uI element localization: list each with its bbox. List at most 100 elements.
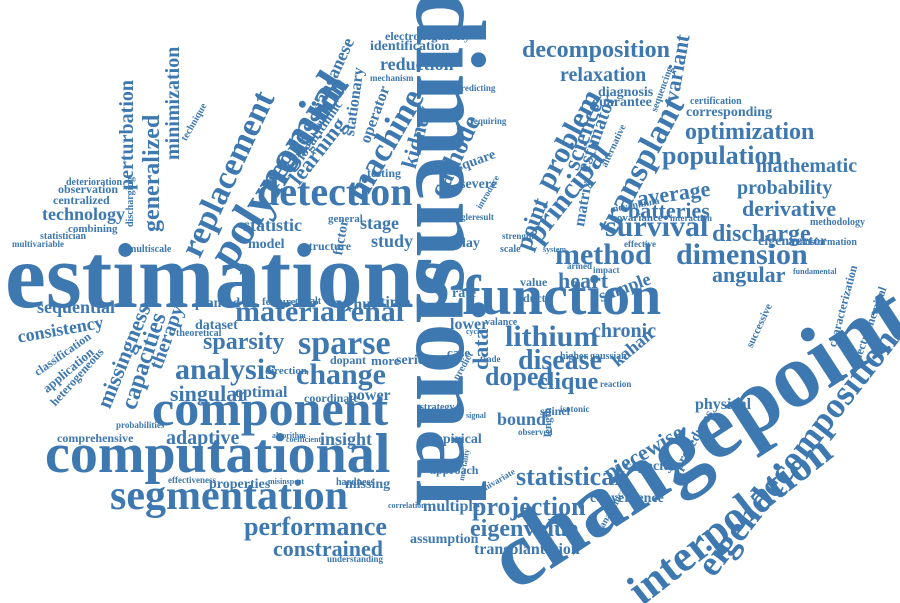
word-misinspect: misinspect <box>268 477 304 486</box>
word-segmentation: segmentation <box>110 473 348 519</box>
word-angular: angular <box>712 262 786 287</box>
word-material: material <box>235 295 344 328</box>
word-severe: severe <box>460 177 498 192</box>
word-doped: doped <box>485 362 553 391</box>
word-adaptive: adaptive <box>166 427 240 449</box>
word-sparse: sparse <box>298 325 391 362</box>
word-component: component <box>152 380 389 436</box>
word-direction: direction <box>265 365 307 377</box>
word-cobalt: cobalt <box>295 296 322 307</box>
word-valance: valance <box>485 317 518 328</box>
word-assumption: assumption <box>410 532 479 547</box>
word-missing: missing <box>345 477 391 492</box>
word-disease: disease <box>518 345 602 376</box>
word-empirical: empirical <box>425 432 482 447</box>
word-single: single <box>450 212 473 222</box>
word-coordinate: coordinate <box>304 391 359 405</box>
word-derivative: derivative <box>742 196 837 221</box>
word-properties: properties <box>209 477 271 492</box>
word-detection: detection <box>257 169 413 214</box>
word-cycle: cycle <box>466 327 483 336</box>
word-strength: strength <box>502 231 534 241</box>
word-requiring: requiring <box>470 116 507 126</box>
word-survival: survival <box>605 210 709 243</box>
word-relaxation: relaxation <box>560 64 647 86</box>
word-general: general <box>328 213 363 225</box>
word-schur: schur <box>340 296 379 313</box>
word-predicting: predicting <box>456 83 496 93</box>
word-statistical: statistical <box>516 462 622 491</box>
word-series: series <box>396 353 430 368</box>
word-singular: singular <box>170 381 248 406</box>
word-case: case <box>447 345 471 360</box>
word-transformation: transformation <box>792 237 857 248</box>
word-more: more <box>371 353 400 368</box>
word-algorithm: algorithm <box>272 431 306 440</box>
word-value: value <box>520 275 548 289</box>
word-guarantee: guarantee <box>592 95 652 110</box>
word-probability: probability <box>737 177 833 199</box>
word-statistic: statistic <box>243 215 302 235</box>
word-approach: approach <box>430 463 479 477</box>
word-dimension: dimension <box>676 238 808 271</box>
word-mathematic: mathematic <box>756 155 858 177</box>
word-reduction: reduction <box>380 54 454 74</box>
word-model: model <box>248 237 285 252</box>
word-generalized: generalized <box>139 114 165 232</box>
word-dataset: dataset <box>195 318 238 333</box>
word-structure: structure <box>304 239 352 253</box>
word-optimal: optimal <box>235 384 288 401</box>
word-technique: technique <box>179 101 210 143</box>
word-population: population <box>662 141 782 170</box>
word-eigenvalue: eigenvalue <box>470 516 578 542</box>
word-interaction: interaction <box>670 213 712 223</box>
word-rate: rate <box>452 286 477 301</box>
word-certification: certification <box>690 96 742 107</box>
word-spinel: spinel <box>540 404 571 418</box>
word-coefficient: coefficient <box>286 435 322 444</box>
word-isotonic: isotonic <box>560 404 590 414</box>
word-statistician: statistician <box>40 231 87 242</box>
word-multiple: multiple <box>423 498 480 515</box>
word-clique: clique <box>537 369 599 395</box>
word-physical: physical <box>695 396 752 413</box>
word-optimization: optimization <box>685 119 815 145</box>
word-correlation: correlation <box>388 501 426 510</box>
word-fundamental: fundamental <box>793 267 837 276</box>
word-probabilities: probabilities <box>116 420 165 430</box>
word-discharge: discharge <box>712 221 811 247</box>
word-planted: planted <box>195 296 241 311</box>
word-stage: stage <box>360 213 399 233</box>
word-performance: performance <box>244 512 387 541</box>
word-gaussian: gaussian <box>590 351 627 362</box>
word-mechanism: mechanism <box>370 73 414 83</box>
word-result: result <box>472 212 494 222</box>
word-combining: combining <box>68 223 118 235</box>
word-observation: observation <box>58 182 118 196</box>
word-heart: heart <box>558 268 609 293</box>
word-scale: scale <box>500 244 521 255</box>
word-analysis: analysis <box>175 353 277 386</box>
word-insight: insight <box>320 429 373 449</box>
word-trade: trade <box>480 354 501 364</box>
word-dopant: dopant <box>330 353 367 367</box>
word-estimations: estimations <box>5 225 450 327</box>
word-method: method <box>555 238 652 271</box>
word-eigenvector: eigenvector <box>758 234 827 249</box>
word-bound: bound <box>497 409 547 429</box>
word-function: function <box>462 265 662 327</box>
word-hardness: hardness <box>336 477 375 488</box>
word-methodology: methodology <box>810 217 865 228</box>
word-chronic: chronic <box>592 320 657 342</box>
word-feature: feature <box>262 296 296 308</box>
word-technology: technology <box>42 204 125 224</box>
word-multivariable: multivariable <box>12 239 64 249</box>
word-identification: identification <box>370 39 450 54</box>
word-duct: duct <box>523 291 546 305</box>
word-decomposition: decomposition <box>522 37 671 63</box>
word-convergence: convergence <box>590 491 664 506</box>
word-projection: projection <box>472 492 586 521</box>
word-constrained: constrained <box>273 536 383 561</box>
word-power: power <box>348 387 391 404</box>
